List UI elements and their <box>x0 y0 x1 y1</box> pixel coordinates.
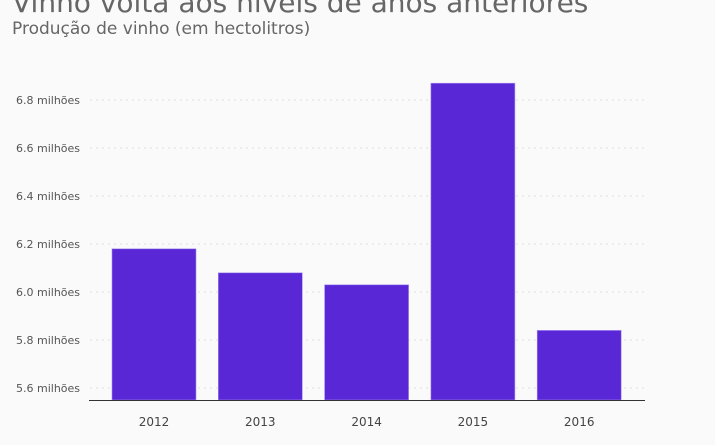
y-tick-label: 6.4 milhões <box>16 190 80 203</box>
y-tick-label: 6.2 milhões <box>16 238 80 251</box>
bar-2014 <box>324 284 409 401</box>
bar-2013 <box>218 272 303 401</box>
x-tick-label: 2014 <box>351 415 382 429</box>
bar-2012 <box>111 248 197 401</box>
x-tick-label: 2016 <box>564 415 595 429</box>
x-tick-label: 2013 <box>245 415 276 429</box>
x-tick-label: 2012 <box>139 415 170 429</box>
y-tick-label: 6.6 milhões <box>16 142 80 155</box>
chart-subtitle: Produção de vinho (em hectolitros) <box>12 19 311 39</box>
y-tick-label: 6.8 milhões <box>16 94 80 107</box>
y-tick-label: 5.8 milhões <box>16 334 80 347</box>
chart-title: Vinho volta aos níveis de anos anteriore… <box>12 0 589 19</box>
bar-2015 <box>430 82 516 401</box>
y-tick-label: 6.0 milhões <box>16 286 80 299</box>
y-tick-label: 5.6 milhões <box>16 382 80 395</box>
x-tick-label: 2015 <box>458 415 489 429</box>
bar-2016 <box>536 330 622 401</box>
